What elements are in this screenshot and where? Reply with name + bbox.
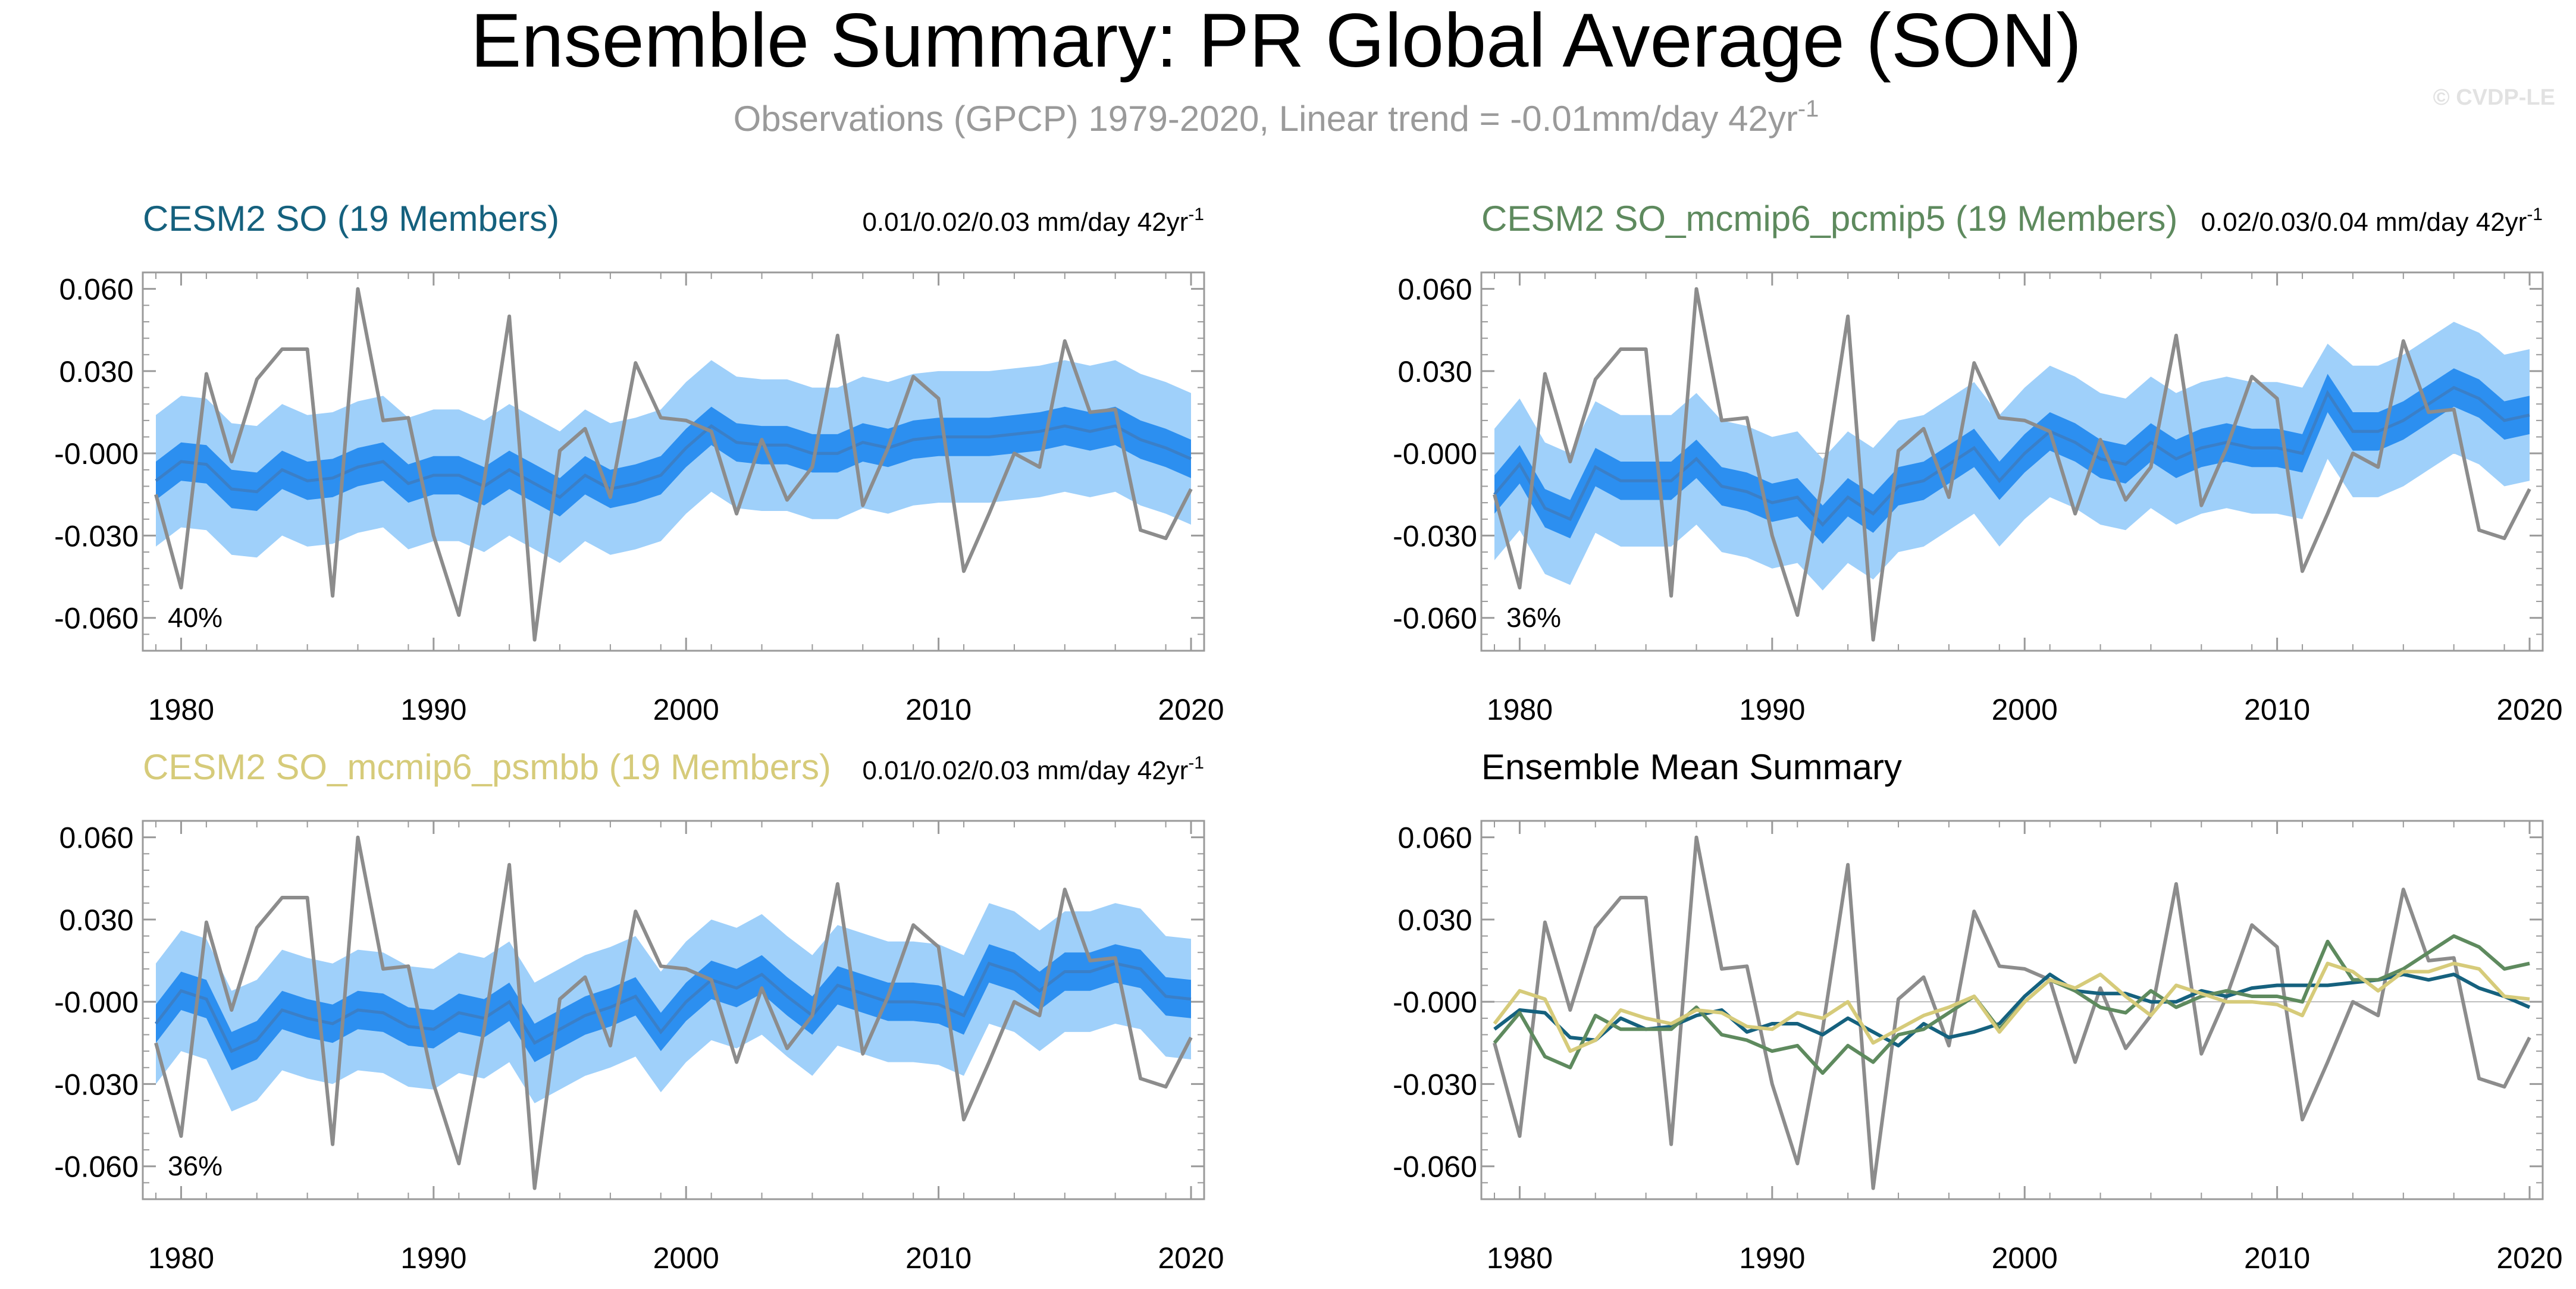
panel-4: Ensemble Mean Summary 0.060 0.030 -0.000 -0.… [1393,747,2563,1275]
x-tick-label: 2010 [905,693,972,726]
x-tick-label: 1980 [148,1241,214,1275]
figure-subtitle: Observations (GPCP) 1979-2020, Linear tr… [734,96,1819,139]
panel-trend-label: 0.02/0.03/0.04 mm/day 42yr-1 [2201,205,2543,237]
x-tick-label: 1980 [1487,1241,1553,1275]
y-tick-label: 0.030 [59,355,133,388]
x-tick-label: 2000 [653,693,719,726]
plot-frame [142,820,1205,1200]
y-tick-label: 0.060 [59,821,133,855]
plot-frame [1480,271,2544,652]
watermark: © CVDP-LE [2433,85,2555,110]
y-tick-label: -0.060 [54,602,139,635]
panel-title: CESM2 SO (19 Members) [143,199,559,239]
y-tick-label: -0.060 [1393,1150,1477,1184]
y-tick-label: 0.060 [59,273,133,306]
figure-title: Ensemble Summary: PR Global Average (SON… [471,0,2082,83]
y-tick-label: 0.030 [59,904,133,937]
panel-trend-label: 0.01/0.02/0.03 mm/day 42yr-1 [862,205,1204,237]
figure-subtitle-superscript: -1 [1798,96,1819,122]
x-tick-label: 2020 [1158,1241,1224,1275]
y-tick-label: -0.000 [54,986,139,1019]
panel-2: CESM2 SO_mcmip6_pcmip5 (19 Members) 0.02/… [1393,199,2563,726]
panel-title: CESM2 SO_mcmip6_pcmip5 (19 Members) [1481,199,2177,239]
inner-spread-band [1494,368,2530,544]
observations-line [1493,835,2531,1190]
observations-line [154,287,1193,642]
x-tick-label: 2000 [653,1241,719,1275]
ensemble-mean-line [1493,385,2530,527]
figure-subtitle-text: Observations (GPCP) 1979-2020, Linear tr… [734,99,1798,139]
x-tick-label: 2010 [2244,1241,2310,1275]
x-tick-label: 1990 [1739,693,1805,726]
x-tick-label: 2020 [2496,693,2562,726]
panel-trend-text: 0.02/0.03/0.04 mm/day 42yr [2201,208,2527,237]
panel-trend-superscript: -1 [1188,753,1204,773]
x-tick-label: 2010 [905,1241,972,1275]
x-tick-label: 1980 [148,693,214,726]
y-tick-label: -0.000 [1393,437,1477,471]
panel-trend-text: 0.01/0.02/0.03 mm/day 42yr [862,756,1188,785]
x-tick-label: 2020 [1158,693,1224,726]
x-tick-label: 1990 [400,1241,466,1275]
y-tick-label: 0.030 [1397,355,1472,388]
panel-percent-label: 36% [1506,602,1561,633]
inner-spread-band [156,944,1191,1071]
plot-frame [142,271,1205,652]
y-tick-label: -0.030 [54,519,139,553]
panel-3: CESM2 SO_mcmip6_psmbb (19 Members) 0.01/0… [54,747,1224,1275]
y-tick-label: 0.030 [1397,904,1472,937]
y-tick-label: -0.060 [1393,602,1477,635]
plot-frame [1480,820,2544,1200]
y-tick-label: 0.060 [1397,821,1472,855]
x-tick-label: 2010 [2244,693,2310,726]
series-line-3 [1493,961,2530,1053]
panel-trend-text: 0.01/0.02/0.03 mm/day 42yr [862,208,1188,237]
panel-trend-label: 0.01/0.02/0.03 mm/day 42yr-1 [862,753,1204,785]
panel-percent-label: 40% [168,602,222,633]
ensemble-mean-line [155,424,1192,499]
y-tick-label: -0.030 [1393,519,1477,553]
y-tick-label: -0.030 [54,1068,139,1101]
x-tick-label: 1980 [1487,693,1553,726]
x-tick-label: 1990 [1739,1241,1805,1275]
y-tick-label: 0.060 [1397,273,1472,306]
panels-group: CESM2 SO (19 Members) 0.01/0.02/0.03 mm/d… [54,199,2563,1275]
series-line-1 [1493,973,2531,1047]
panel-title: Ensemble Mean Summary [1481,747,1902,787]
observations-line [1493,287,2531,642]
ensemble-mean-line [155,961,1192,1053]
x-tick-label: 2020 [2496,1241,2562,1275]
panel-percent-label: 36% [168,1150,222,1181]
y-tick-label: -0.000 [1393,986,1477,1019]
panel-trend-superscript: -1 [2527,205,2543,224]
y-tick-label: -0.060 [54,1150,139,1184]
panel-title: CESM2 SO_mcmip6_psmbb (19 Members) [143,747,831,787]
panel-trend-superscript: -1 [1188,205,1204,224]
y-tick-label: -0.000 [54,437,139,471]
x-tick-label: 2000 [1992,693,2058,726]
panel-1: CESM2 SO (19 Members) 0.01/0.02/0.03 mm/d… [54,199,1224,726]
observations-line [154,835,1193,1190]
x-tick-label: 1990 [400,693,466,726]
y-tick-label: -0.030 [1393,1068,1477,1101]
x-tick-label: 2000 [1992,1241,2058,1275]
